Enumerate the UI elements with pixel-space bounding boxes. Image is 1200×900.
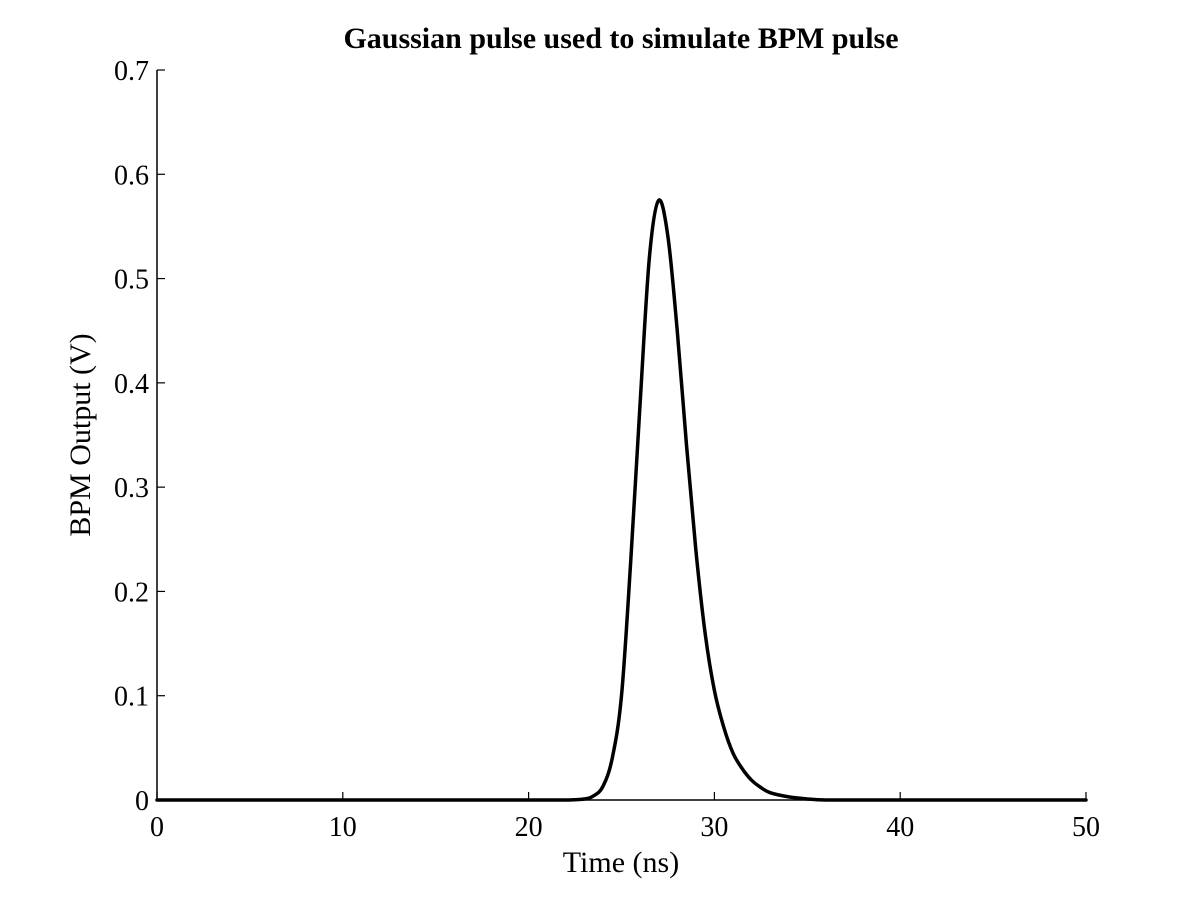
- x-tick-label: 50: [1072, 812, 1100, 843]
- y-tick-label: 0.7: [114, 56, 149, 87]
- x-tick-label: 10: [329, 812, 357, 843]
- x-tick-label: 40: [886, 812, 914, 843]
- plot-area: 0 10 20 30 40 50 0 0.1 0.2 0.3 0.4 0.5 0.6 0.7: [114, 56, 1100, 843]
- y-tick-label: 0.6: [114, 160, 149, 191]
- y-tick-label: 0.3: [114, 473, 149, 504]
- x-tick-label: 30: [700, 812, 728, 843]
- y-tick-label: 0.2: [114, 577, 149, 608]
- chart-title: Gaussian pulse used to simulate BPM puls…: [343, 22, 898, 55]
- y-tick-label: 0.1: [114, 682, 149, 713]
- series-line: [155, 198, 1088, 802]
- y-tick-label: 0.5: [114, 265, 149, 296]
- y-tick-label: 0: [135, 786, 149, 817]
- y-ticks: 0 0.1 0.2 0.3 0.4 0.5 0.6 0.7: [114, 56, 165, 817]
- y-axis-label: BPM Output (V): [64, 333, 97, 536]
- x-ticks: 0 10 20 30 40 50: [150, 792, 1100, 843]
- x-tick-label: 20: [515, 812, 543, 843]
- x-axis-label: Time (ns): [563, 846, 679, 879]
- y-tick-label: 0.4: [114, 369, 149, 400]
- x-tick-label: 0: [150, 812, 164, 843]
